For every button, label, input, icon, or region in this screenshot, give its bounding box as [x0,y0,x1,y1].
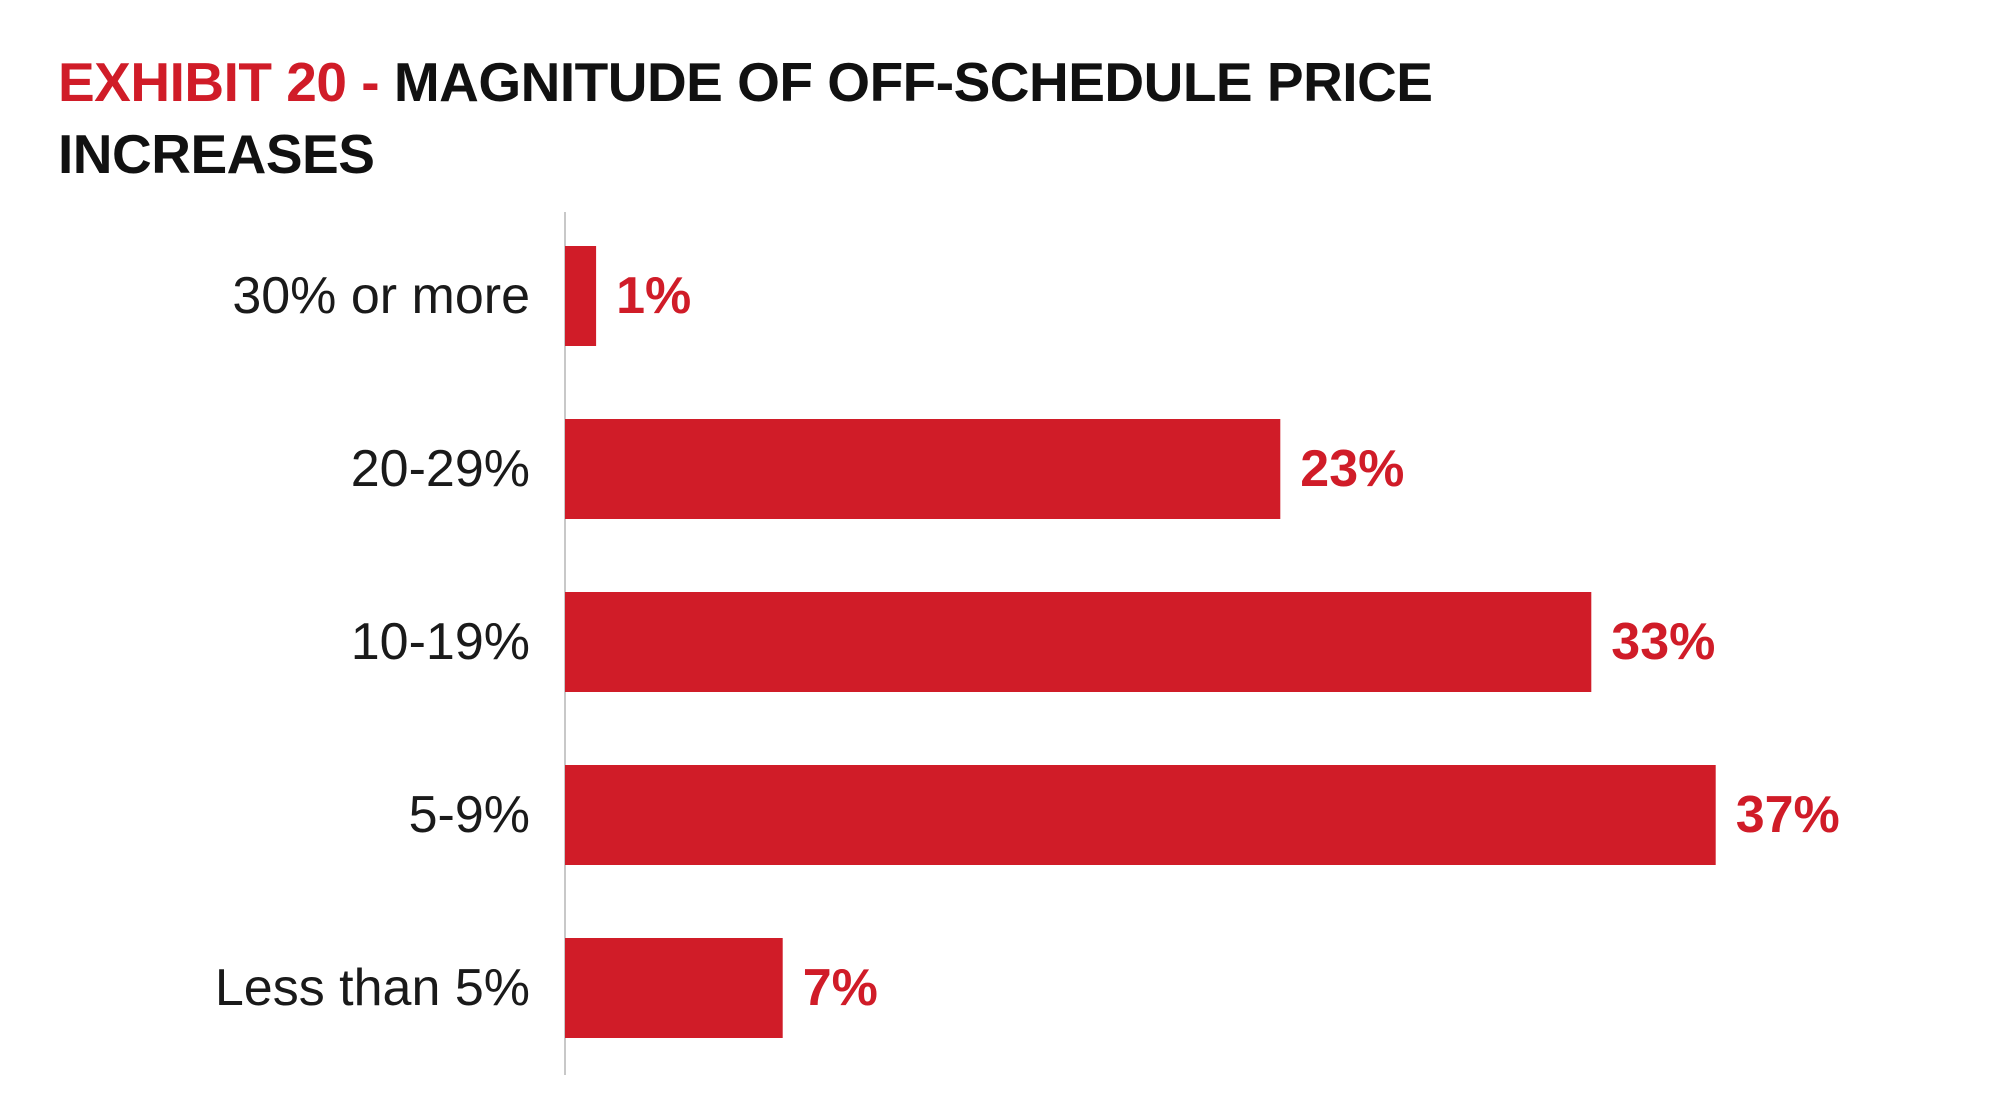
value-labels: 1% 23% 33% 37% 7% [616,267,1840,1017]
category-label-2: 10-19% [351,613,530,671]
bar-3 [565,765,1716,865]
value-label-4: 7% [803,959,878,1017]
value-label-0: 1% [616,267,691,325]
category-label-4: Less than 5% [215,959,530,1017]
page-title: EXHIBIT 20 - MAGNITUDE OF OFF-SCHEDULE P… [58,46,1758,190]
category-labels: 30% or more 20-29% 10-19% 5-9% Less than 5% [215,267,530,1017]
bar-4 [565,938,783,1038]
category-label-0: 30% or more [232,267,530,325]
bar-2 [565,592,1592,692]
title-text: MAGNITUDE OF OFF-SCHEDULE PRICE INCREASE… [58,51,1433,185]
value-label-1: 23% [1300,440,1404,498]
bars-group [565,246,1716,1038]
bar-1 [565,419,1281,519]
bar-0 [565,246,597,346]
category-label-1: 20-29% [351,440,530,498]
exhibit-number: EXHIBIT 20 - [58,51,380,113]
value-label-3: 37% [1736,786,1840,844]
category-label-3: 5-9% [409,786,530,844]
value-label-2: 33% [1611,613,1715,671]
